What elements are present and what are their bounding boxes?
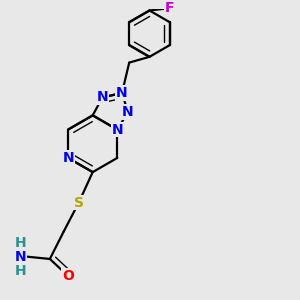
Text: O: O <box>62 269 74 283</box>
Text: N: N <box>15 250 27 264</box>
Text: N: N <box>122 105 134 119</box>
Text: H: H <box>14 263 26 278</box>
Text: N: N <box>97 90 108 104</box>
Text: S: S <box>74 196 84 209</box>
Text: F: F <box>164 1 174 15</box>
Text: N: N <box>111 123 123 136</box>
Text: N: N <box>62 151 74 165</box>
Text: H: H <box>14 236 26 250</box>
Text: N: N <box>116 86 128 100</box>
